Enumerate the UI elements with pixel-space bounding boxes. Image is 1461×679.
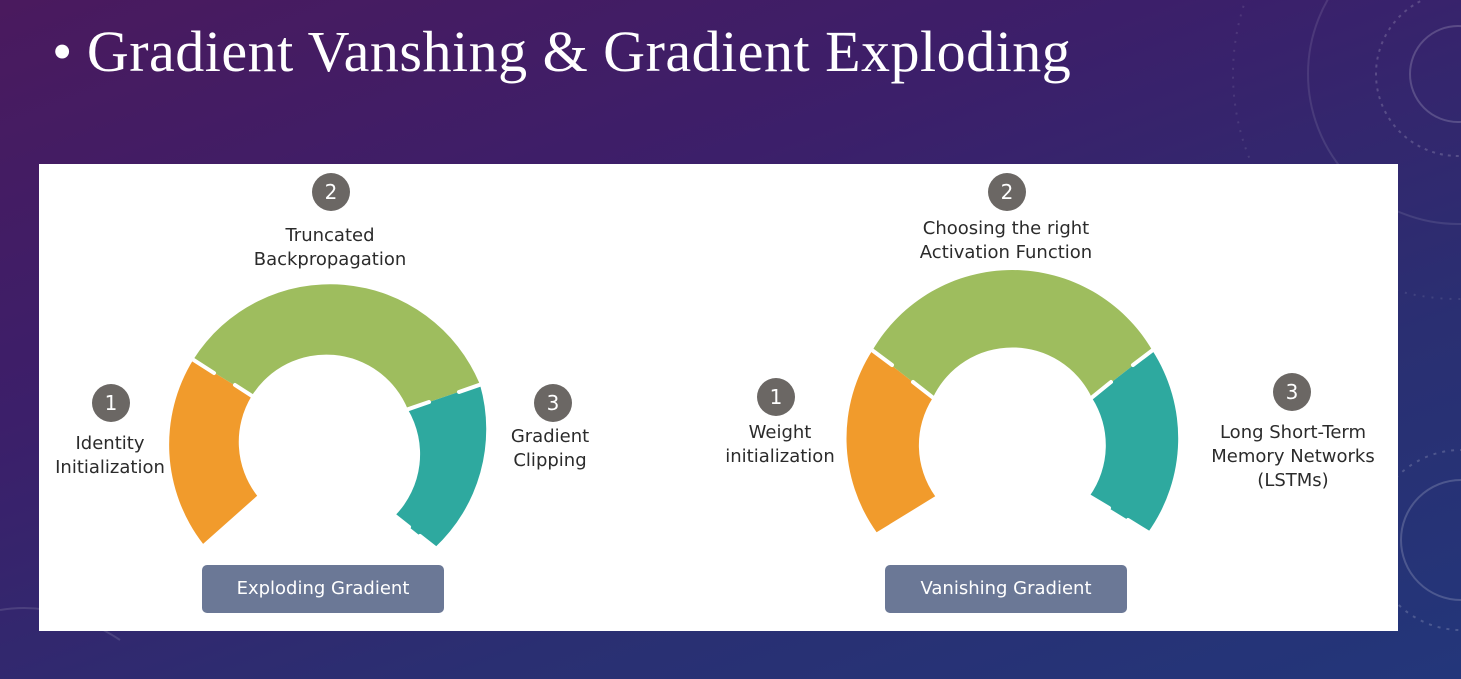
exploding-gauge [169, 284, 487, 550]
exploding-step-2-label: Truncated Backpropagation [253, 225, 407, 270]
vanishing-gauge [846, 269, 1179, 535]
vanishing-step-3-label: Long Short-Term Memory Networks (LSTMs) [1211, 422, 1375, 491]
vanishing-segment-teal [1089, 350, 1179, 533]
exploding-segment-teal [394, 384, 487, 548]
vanishing-step-1-badge: 1 [757, 378, 795, 416]
title-text: Gradient Vanshing & Gradient Exploding [86, 19, 1072, 84]
vanishing-step-2-label: Choosing the right Activation Function [919, 218, 1093, 263]
exploding-notches [191, 357, 482, 550]
exploding-segment-green [193, 284, 480, 410]
exploding-gradient-caption: Exploding Gradient [202, 565, 444, 613]
vanishing-segment-orange [846, 350, 936, 533]
vanishing-segment-green [872, 269, 1153, 398]
vanishing-gradient-caption: Vanishing Gradient [885, 565, 1127, 613]
vanishing-step-2-badge: 2 [988, 173, 1026, 211]
gauge-graphics [169, 269, 1179, 550]
vanishing-step-3-badge: 3 [1273, 373, 1311, 411]
vanishing-notches [870, 348, 1155, 535]
slide-title: • Gradient Vanshing & Gradient Exploding [52, 18, 1071, 85]
exploding-step-3-label: Gradient Clipping [510, 426, 590, 471]
vanishing-step-1-label: Weight initialization [725, 422, 835, 467]
exploding-step-1-label: Identity Initialization [55, 433, 165, 478]
exploding-step-2-badge: 2 [312, 173, 350, 211]
exploding-step-3-badge: 3 [534, 384, 572, 422]
diagram-panel: 2 Truncated Backpropagation 1 Identity I… [39, 164, 1398, 631]
title-bullet: • [52, 19, 73, 84]
exploding-segment-orange [169, 359, 258, 544]
exploding-step-1-badge: 1 [92, 384, 130, 422]
